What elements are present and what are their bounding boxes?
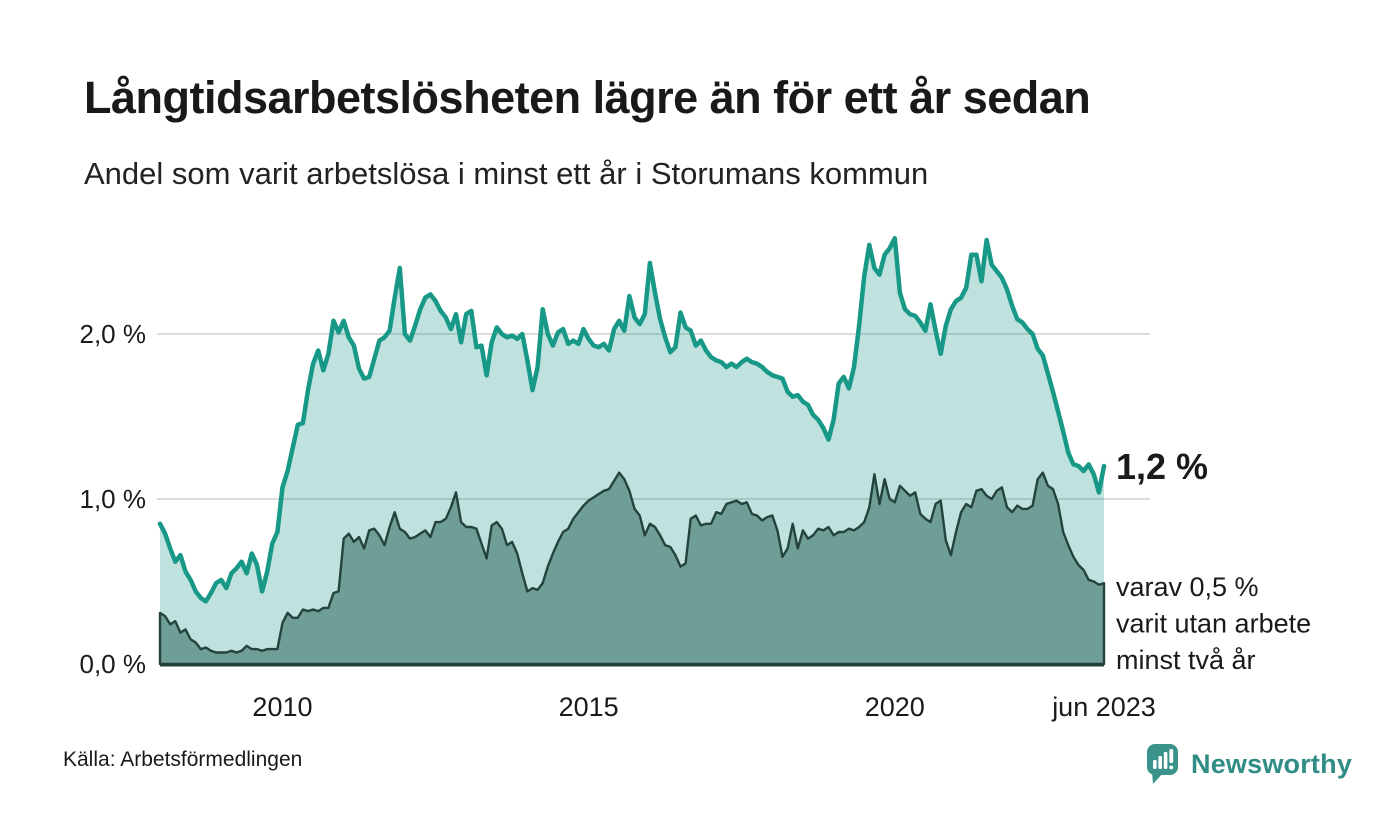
newsworthy-logo-icon bbox=[1147, 744, 1178, 784]
brand-name: Newsworthy bbox=[1191, 748, 1353, 779]
y-axis-tick-label: 0,0 % bbox=[80, 649, 147, 679]
area-unemployed-two-years bbox=[158, 471, 1106, 666]
x-axis-tick-label: 2015 bbox=[559, 692, 619, 722]
x-axis-tick-label: jun 2023 bbox=[1051, 692, 1156, 722]
page-subtitle: Andel som varit arbetslösa i minst ett å… bbox=[84, 156, 929, 191]
end-value-label: 1,2 % bbox=[1116, 446, 1208, 487]
sub-annotation-line: varit utan arbete bbox=[1116, 609, 1311, 639]
x-axis-tick-label: 2020 bbox=[865, 692, 925, 722]
sub-annotation-line: varav 0,5 % bbox=[1116, 572, 1259, 602]
y-axis-tick-label: 2,0 % bbox=[80, 319, 147, 349]
brand-footer: Newsworthy bbox=[1147, 742, 1352, 786]
source-note: Källa: Arbetsförmedlingen bbox=[63, 748, 303, 771]
page-title: Långtidsarbetslösheten lägre än för ett … bbox=[84, 72, 1091, 123]
line-unemployed-one-year bbox=[157, 236, 1107, 604]
sub-annotation-line: minst två år bbox=[1116, 645, 1256, 675]
y-axis-tick-label: 1,0 % bbox=[80, 484, 147, 514]
x-axis-tick-label: 2010 bbox=[252, 692, 312, 722]
